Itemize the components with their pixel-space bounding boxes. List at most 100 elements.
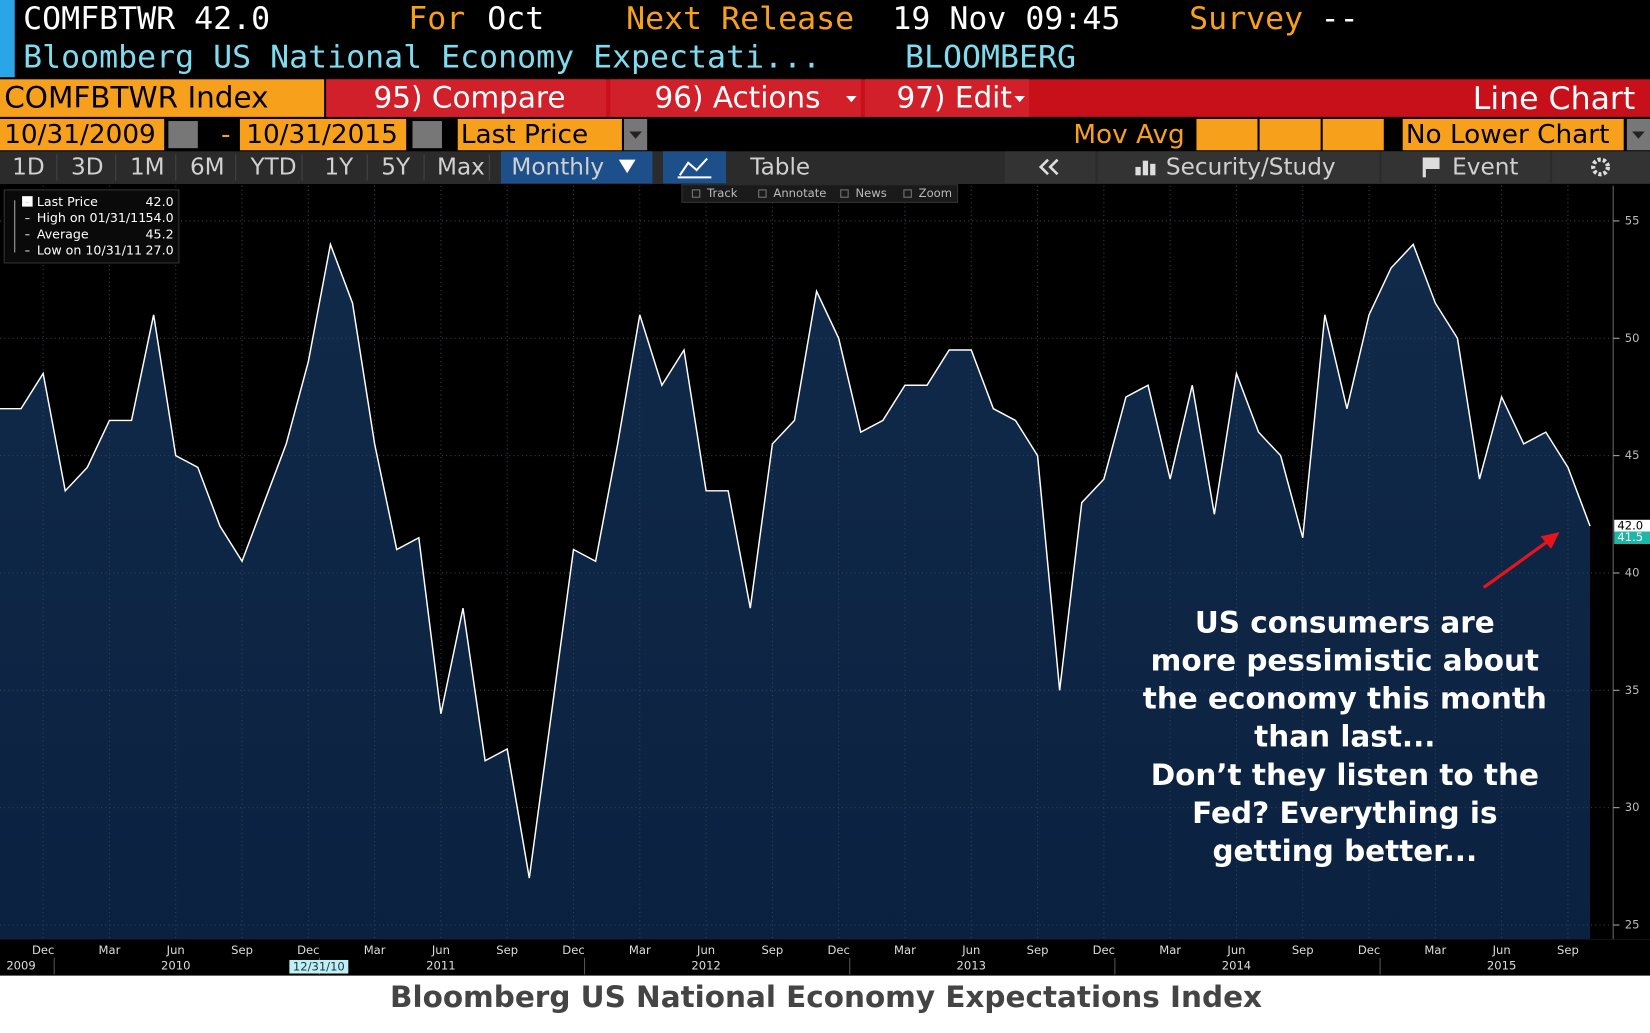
study-icon (1150, 163, 1156, 176)
legend-swatch (22, 196, 33, 207)
tool-icon (691, 189, 701, 198)
period-button[interactable]: 5Y (381, 155, 411, 181)
period-button[interactable]: YTD (250, 155, 297, 181)
x-tick-label: Dec (1358, 943, 1380, 957)
security[interactable]: COMFBTWR Index (4, 81, 268, 115)
security-source: BLOOMBERG (905, 40, 1076, 76)
period-button[interactable]: Max (437, 155, 485, 181)
period-button[interactable]: 1M (130, 155, 165, 181)
x-tick-label: Dec (32, 943, 54, 957)
header-marker (0, 0, 15, 78)
collapse-icon (1048, 158, 1059, 176)
legend-value: 54.0 (146, 210, 174, 225)
frequency[interactable]: Monthly (511, 155, 604, 181)
edit-button[interactable] (864, 79, 1030, 117)
x-tick-label: Sep (231, 943, 253, 957)
mov-avg-box[interactable] (1196, 118, 1258, 151)
x-tick-label: Sep (1027, 943, 1049, 957)
settings-button[interactable] (1552, 151, 1650, 184)
field[interactable]: Last Price (461, 120, 588, 150)
table-button[interactable]: Table (749, 155, 810, 181)
y-tick-label: 55 (1625, 213, 1640, 227)
security-box[interactable] (0, 79, 325, 117)
end-date-box[interactable] (239, 118, 407, 151)
event-button[interactable] (1381, 151, 1551, 184)
end-date[interactable]: 10/31/2015 (246, 120, 398, 150)
x-tick-label: Jun (696, 943, 715, 957)
lower-chart[interactable]: No Lower Chart (1406, 120, 1610, 150)
actions-button[interactable] (610, 79, 861, 117)
calendar-icon[interactable] (412, 121, 442, 149)
study-icon (1135, 166, 1141, 176)
annotation: Fed? Everything is (1192, 796, 1497, 830)
dropdown-arrow (846, 95, 857, 103)
dropdown-arrow (618, 159, 636, 174)
legend-label: Last Price (37, 194, 98, 209)
security-study[interactable]: Security/Study (1166, 155, 1336, 181)
tool-button[interactable]: News (856, 186, 887, 200)
legend-label: High on 01/31/11 (37, 210, 146, 225)
calendar-icon[interactable] (168, 121, 198, 149)
period-button[interactable]: 1D (12, 155, 45, 181)
dropdown-arrow (629, 131, 642, 139)
x-tick-label: Mar (894, 943, 916, 957)
event-icon (1422, 157, 1440, 178)
tool-button[interactable]: Zoom (919, 186, 952, 200)
y-tick-label: 35 (1625, 683, 1640, 697)
field-box[interactable] (457, 118, 622, 151)
legend-bg (3, 189, 180, 264)
x-axis-bg (0, 939, 1650, 977)
tools-bg (681, 184, 959, 203)
chart-title: Bloomberg US National Economy Expectatio… (390, 980, 1262, 1014)
x-tick-label: Dec (297, 943, 319, 957)
x-year-label: 2011 (426, 959, 455, 973)
compare[interactable]: 95) Compare (374, 81, 566, 115)
mov-avg-label: Mov Avg (1073, 120, 1184, 150)
lower-chart-box[interactable] (1402, 118, 1624, 151)
annotation: US consumers are (1195, 606, 1495, 640)
compare-button[interactable] (326, 79, 607, 117)
y-tick-label: 30 (1625, 800, 1640, 814)
legend-value: 42.0 (146, 194, 174, 209)
x-tick-label: Mar (1424, 943, 1446, 957)
annotation: getting better... (1212, 834, 1477, 868)
x-year-label: 2014 (1222, 959, 1251, 973)
period-button[interactable]: 1Y (324, 155, 354, 181)
security-name: Bloomberg US National Economy Expectati.… (23, 40, 821, 76)
date-separator: - (221, 120, 230, 150)
period-button[interactable]: 3D (71, 155, 104, 181)
start-date-box[interactable] (0, 118, 165, 151)
x-tick-label: Mar (1159, 943, 1181, 957)
x-tick-label: Sep (1557, 943, 1579, 957)
chart-tools: Track Annotate News Zoom (681, 184, 959, 203)
view-type[interactable]: Line Chart (1473, 81, 1636, 117)
x-tick-label: Sep (761, 943, 783, 957)
x-year-label: 2009 (6, 959, 35, 973)
mov-avg-box[interactable] (1259, 118, 1321, 151)
collapse-icon (1038, 158, 1050, 176)
x-year-label: 2015 (1487, 959, 1516, 973)
x-tick-label: Sep (1292, 943, 1314, 957)
mov-avg-box[interactable] (1322, 118, 1384, 151)
tool-button[interactable]: Track (706, 186, 738, 200)
release-label: Next Release (626, 1, 854, 37)
area (0, 244, 1591, 940)
period-button[interactable]: 6M (190, 155, 225, 181)
start-date[interactable]: 10/31/2009 (4, 120, 156, 150)
x-tick-label: Jun (1492, 943, 1511, 957)
tool-icon (840, 189, 849, 198)
x-year-label: 2012 (691, 959, 720, 973)
ticker: COMFBTWR 42.0 (23, 1, 270, 37)
for-label: For (408, 1, 465, 37)
tool-button[interactable]: Annotate (773, 186, 826, 200)
legend-label: Average (37, 226, 89, 241)
legend-value: 45.2 (146, 226, 174, 241)
survey-value: -- (1321, 1, 1359, 37)
edit[interactable]: 97) Edit (897, 81, 1012, 115)
survey-label: Survey (1189, 1, 1303, 37)
actions[interactable]: 96) Actions (655, 81, 821, 115)
cursor-label: 12/31/10 (293, 960, 345, 974)
event[interactable]: Event (1452, 155, 1518, 181)
x-tick-label: Jun (961, 943, 980, 957)
